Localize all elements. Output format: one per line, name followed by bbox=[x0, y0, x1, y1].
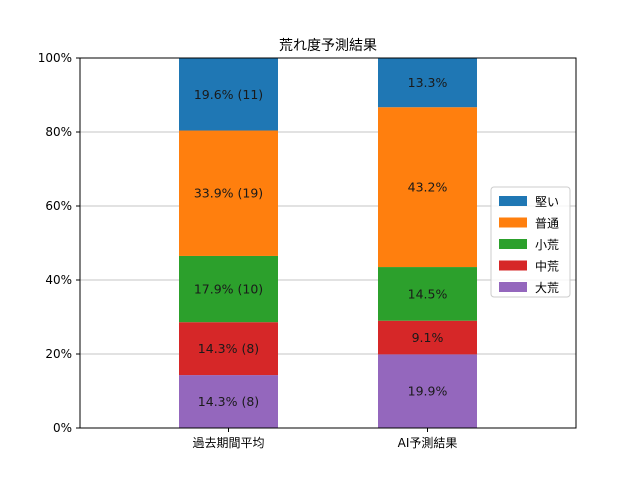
bar-segment bbox=[179, 58, 278, 131]
segment-label: 14.3% (8) bbox=[198, 341, 259, 356]
y-axis-ticks: 0% 20% 40% 60% 80% 100% bbox=[38, 51, 80, 435]
x-axis-ticks: 過去期間平均 AI予測結果 bbox=[192, 428, 457, 450]
legend-label: 大荒 bbox=[535, 281, 559, 295]
bar-segment bbox=[378, 107, 477, 268]
segment-labels: 14.3% (8) 14.3% (8) 17.9% (10) 33.9% (19) 19… bbox=[194, 75, 448, 409]
legend-swatch bbox=[499, 217, 527, 228]
legend-label: 中荒 bbox=[535, 259, 559, 274]
bar-segment bbox=[179, 255, 278, 323]
y-tick-label: 40% bbox=[45, 273, 72, 287]
x-tick-label: AI予測結果 bbox=[398, 436, 458, 450]
segment-label: 19.6% (11) bbox=[194, 87, 263, 102]
y-tick-label: 20% bbox=[45, 347, 72, 361]
legend-swatch bbox=[499, 239, 527, 249]
segment-label: 43.2% bbox=[408, 180, 448, 195]
chart-title: 荒れ度予測結果 bbox=[279, 38, 377, 54]
legend-label: 小荒 bbox=[535, 238, 559, 252]
y-tick-label: 80% bbox=[45, 125, 72, 139]
segment-label: 17.9% (10) bbox=[194, 282, 263, 297]
y-tick-label: 0% bbox=[53, 421, 72, 435]
bar-segment bbox=[378, 58, 477, 108]
legend-swatch bbox=[499, 260, 527, 271]
segment-label: 14.3% (8) bbox=[198, 394, 259, 409]
segment-label: 14.5% bbox=[408, 286, 448, 301]
legend-swatch bbox=[499, 282, 527, 292]
y-tick-label: 100% bbox=[38, 51, 72, 65]
bar-segment bbox=[179, 130, 278, 256]
y-tick-label: 60% bbox=[45, 199, 72, 213]
segment-label: 33.9% (19) bbox=[194, 186, 263, 201]
plot-frame bbox=[79, 57, 577, 429]
legend-swatch bbox=[499, 196, 527, 206]
x-tick-label: 過去期間平均 bbox=[192, 436, 264, 450]
bar-segment bbox=[378, 320, 477, 355]
segment-label: 9.1% bbox=[412, 330, 444, 345]
segment-label: 13.3% bbox=[408, 75, 448, 90]
legend-label: 堅い bbox=[535, 195, 559, 209]
bar-segment bbox=[179, 375, 278, 428]
bars bbox=[179, 58, 477, 428]
legend-label: 普通 bbox=[535, 217, 559, 231]
segment-label: 19.9% bbox=[408, 384, 448, 399]
bar-segment bbox=[378, 267, 477, 321]
bar-segment bbox=[378, 354, 477, 428]
bar-segment bbox=[179, 322, 278, 376]
